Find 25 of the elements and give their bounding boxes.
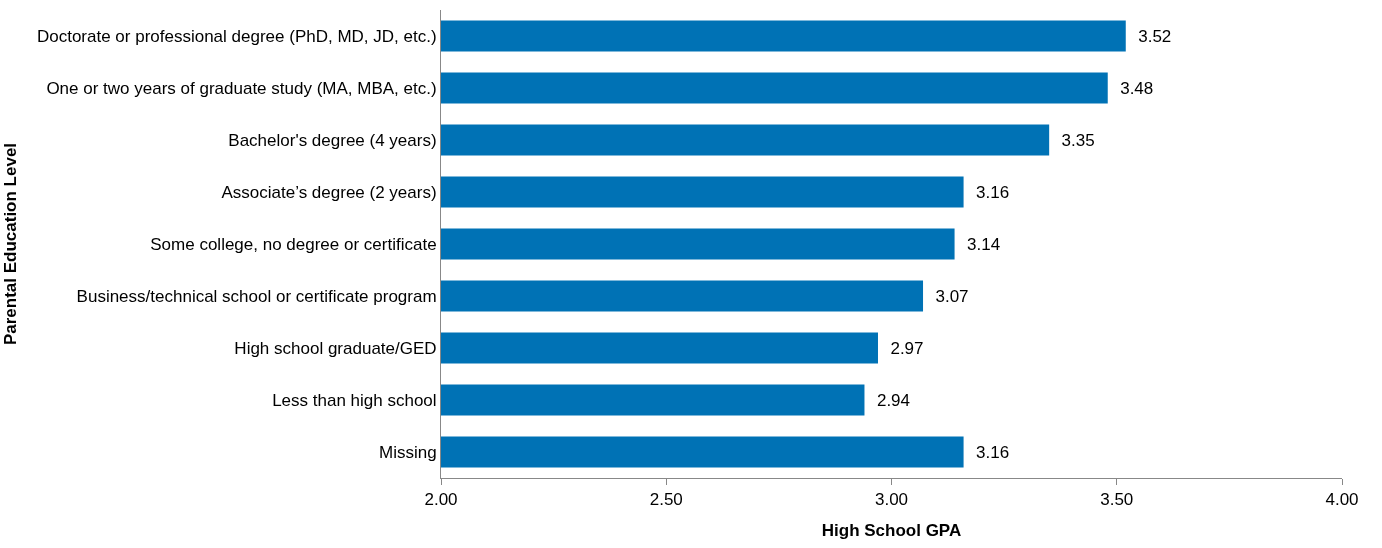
x-tick-label: 4.00: [1325, 490, 1359, 510]
y-tick-label: High school graduate/GED: [234, 338, 437, 358]
y-axis-title: Parental Education Level: [1, 142, 21, 346]
data-label: 3.52: [1128, 26, 1172, 46]
y-tick-label: Doctorate or professional degree (PhD, MD, JD, etc.): [36, 26, 437, 46]
y-tick-label: Business/technical school or certificate program: [76, 286, 437, 306]
y-tick-label: Bachelor's degree (4 years): [228, 130, 437, 150]
y-tick-label: Missing: [378, 442, 437, 462]
data-label: 3.16: [966, 442, 1010, 462]
x-tick-label: 2.00: [424, 490, 458, 510]
data-label: 2.97: [880, 338, 924, 358]
data-label: 2.94: [867, 390, 911, 410]
x-axis-title: High School GPA: [821, 520, 962, 540]
x-tick-label: 3.00: [874, 490, 909, 510]
y-tick-label: Some college, no degree or certificate: [150, 234, 437, 254]
data-label: 3.16: [966, 182, 1010, 202]
y-tick-label: Associate’s degree (2 years): [221, 182, 437, 202]
x-tick-label: 3.50: [1100, 490, 1134, 510]
data-label: 3.07: [926, 286, 969, 306]
y-tick-label: One or two years of graduate study (MA, MBA, etc.): [46, 78, 437, 98]
data-label: 3.35: [1052, 130, 1095, 150]
data-label: 3.14: [957, 234, 1001, 254]
x-tick-label: 2.50: [649, 490, 683, 510]
y-tick-label: Less than high school: [272, 390, 437, 410]
data-label: 3.48: [1110, 78, 1154, 98]
